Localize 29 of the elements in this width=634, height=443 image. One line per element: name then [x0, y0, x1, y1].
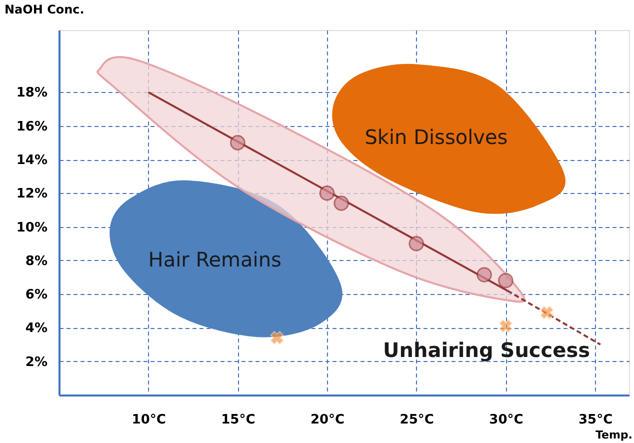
x-tick-label: 10°C: [132, 412, 166, 428]
series-label: Hair Remains: [148, 247, 282, 272]
point: [230, 135, 246, 150]
x-tick-label: 20°C: [310, 412, 345, 428]
y-tick-label: 14%: [16, 153, 48, 168]
x-tick-label: 30°C: [489, 412, 524, 428]
x-tick-label: 25°C: [400, 412, 434, 428]
point: [408, 236, 424, 252]
y-tick-label: 8%: [25, 254, 48, 269]
x-tick-label: 35°C: [578, 412, 613, 428]
y-tick-label: 10%: [16, 220, 48, 236]
y-tick-label: 18%: [16, 86, 48, 101]
annotation: Unhairing Success: [382, 338, 590, 362]
y-tick-label: 16%: [16, 119, 48, 134]
point: [498, 319, 512, 333]
y-axis-title: NaOH Conc.: [4, 2, 84, 16]
point: [540, 306, 554, 320]
x-axis-title: Temp.: [595, 428, 632, 442]
point: [476, 267, 492, 282]
series-label: Skin Dissolves: [364, 125, 508, 150]
point: [334, 196, 349, 211]
x-tick-label: 15°C: [221, 412, 256, 428]
point: [270, 331, 284, 345]
y-tick-label: 2%: [25, 354, 48, 370]
y-tick-label: 12%: [16, 186, 48, 202]
y-tick-label: 6%: [25, 288, 48, 303]
point: [319, 186, 335, 201]
point: [498, 272, 514, 288]
y-tick-label: 4%: [25, 321, 48, 336]
